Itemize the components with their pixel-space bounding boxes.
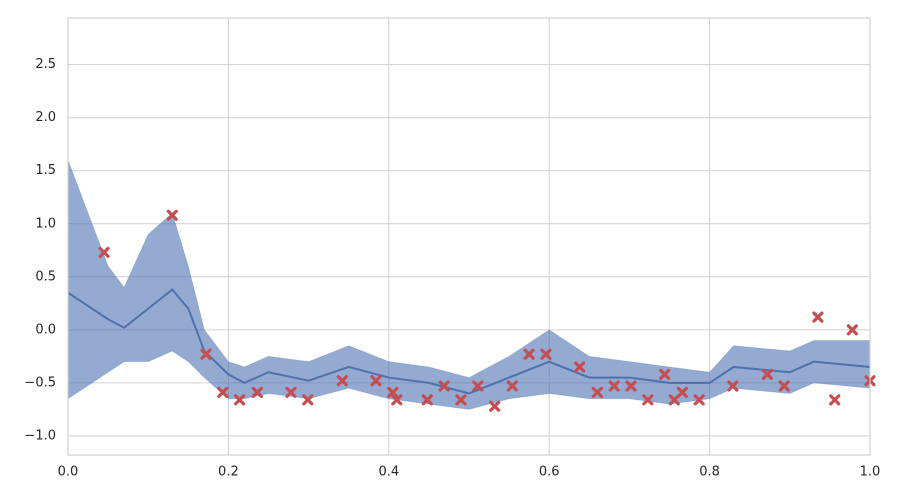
observation-marker — [251, 386, 263, 399]
observation-marker — [693, 394, 705, 406]
observation-marker — [285, 386, 297, 399]
observation-marker — [438, 380, 450, 392]
y-tick-label: 2.5 — [35, 57, 56, 72]
mean-line — [67, 288, 871, 395]
x-tick-label: 1.0 — [860, 465, 881, 480]
observation-marker — [846, 324, 858, 336]
y-tick-label: 0.0 — [35, 322, 56, 337]
observation-marker — [387, 386, 399, 399]
observation-marker — [642, 394, 654, 406]
observation-marker — [489, 400, 501, 412]
observation-marker — [370, 375, 382, 387]
x-tick-label: 0.0 — [58, 465, 79, 480]
observation-marker — [540, 348, 552, 360]
observation-marker — [336, 375, 348, 387]
observation-marker — [302, 394, 314, 406]
observation-marker — [523, 348, 535, 360]
observation-marker — [574, 361, 586, 373]
observation-marker — [829, 394, 841, 406]
observation-marker — [472, 380, 484, 392]
observation-marker — [506, 380, 518, 392]
x-tick-label: 0.6 — [539, 465, 560, 480]
observation-marker — [391, 394, 403, 406]
observation-marker — [659, 368, 671, 380]
observation-marker — [812, 311, 824, 323]
observation-marker — [234, 394, 246, 406]
x-tick-label: 0.8 — [699, 465, 720, 480]
observation-marker — [421, 394, 433, 406]
observation-marker — [166, 209, 178, 221]
observation-marker — [608, 380, 620, 392]
observation-marker — [455, 394, 467, 406]
observation-marker — [676, 386, 688, 399]
x-tick-label: 0.2 — [218, 465, 239, 480]
observation-marker — [591, 386, 603, 399]
y-tick-label: 1.5 — [35, 163, 56, 178]
observation-marker — [217, 386, 229, 399]
y-tick-label: 2.0 — [35, 110, 56, 125]
observation-marker — [98, 246, 110, 259]
observation-marker — [727, 380, 739, 392]
observation-marker — [778, 380, 790, 392]
plot-border — [67, 17, 871, 456]
observation-marker — [200, 348, 212, 360]
observation-marker — [761, 368, 773, 380]
y-tick-label: −0.5 — [24, 375, 56, 390]
y-tick-label: 1.0 — [35, 216, 56, 231]
y-tick-label: −1.0 — [24, 428, 56, 443]
x-tick-label: 0.4 — [378, 465, 399, 480]
y-tick-label: 0.5 — [35, 269, 56, 284]
observation-marker — [625, 380, 637, 392]
